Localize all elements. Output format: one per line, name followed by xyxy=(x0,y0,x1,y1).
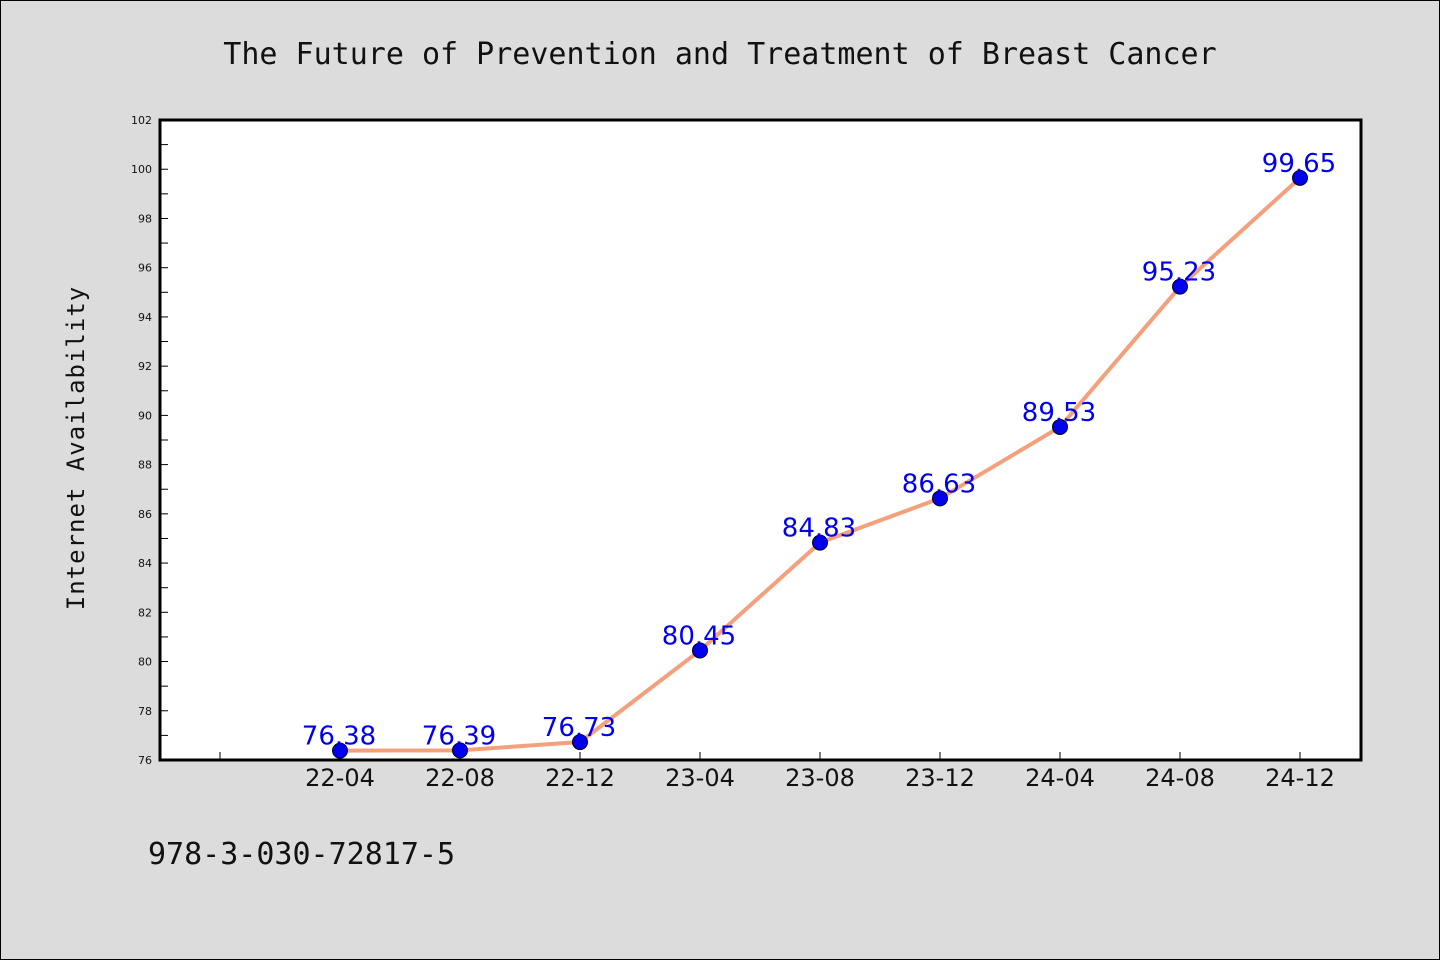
x-tick-label: 24-12 xyxy=(1265,764,1335,792)
x-axis-ticks: 22-04 22-08 22-12 23-04 23-08 23-12 24-04 24-08… xyxy=(219,752,1335,792)
x-tick-label: 23-04 xyxy=(665,764,735,792)
data-point-marker xyxy=(812,534,828,551)
x-tick-label: 23-12 xyxy=(905,764,975,792)
y-tick-label: 84 xyxy=(138,557,152,570)
y-tick-label: 76 xyxy=(138,754,152,767)
data-point-marker xyxy=(1052,418,1068,435)
x-tick-label: 24-04 xyxy=(1025,764,1095,792)
y-tick-label: 78 xyxy=(138,705,152,718)
data-label: 86.63 xyxy=(902,469,976,499)
y-tick-label: 92 xyxy=(138,360,152,373)
data-point-marker xyxy=(572,734,588,751)
y-tick-label: 96 xyxy=(138,262,152,275)
footnote-isbn: 978-3-030-72817-5 xyxy=(148,837,455,872)
data-label: 89.53 xyxy=(1022,398,1096,428)
y-tick-label: 86 xyxy=(138,508,152,521)
data-label: 99.65 xyxy=(1262,149,1336,179)
x-tick-label: 23-08 xyxy=(785,764,855,792)
x-tick-label: 22-08 xyxy=(425,764,495,792)
data-label: 84.83 xyxy=(782,514,856,544)
data-point-marker xyxy=(1172,278,1188,295)
series-line-group xyxy=(332,169,1308,759)
y-tick-label: 88 xyxy=(138,459,152,472)
data-label: 76.73 xyxy=(542,713,616,743)
y-tick-label: 90 xyxy=(138,409,152,422)
y-axis-label: Internet Availability xyxy=(62,286,90,610)
data-point-marker xyxy=(932,490,948,507)
y-tick-label: 100 xyxy=(131,163,152,176)
x-tick-label: 22-04 xyxy=(305,764,375,792)
y-tick-label: 102 xyxy=(131,114,152,127)
x-tick-label: 22-12 xyxy=(545,764,615,792)
data-label: 80.45 xyxy=(662,621,736,651)
data-label: 95.23 xyxy=(1142,258,1216,288)
data-point-marker xyxy=(332,742,348,759)
y-tick-label: 94 xyxy=(138,311,152,324)
data-label: 76.38 xyxy=(302,722,376,752)
y-tick-label: 80 xyxy=(138,656,152,669)
y-tick-label: 98 xyxy=(138,212,152,225)
y-tick-label: 82 xyxy=(138,606,152,619)
data-label: 76.39 xyxy=(422,721,496,751)
data-labels-group: 76.38 76.39 76.73 80.45 84.83 86.63 89.53 95.23… xyxy=(302,149,1336,752)
chart-title: The Future of Prevention and Treatment o… xyxy=(223,37,1216,72)
y-axis-ticks: 76 78 80 82 84 86 88 90 92 94 96 98 100 102 xyxy=(131,114,168,767)
data-point-marker xyxy=(692,642,708,659)
data-point-marker xyxy=(452,742,468,759)
x-tick-label: 24-08 xyxy=(1145,764,1215,792)
plot-area xyxy=(158,118,1363,762)
data-point-marker xyxy=(1292,169,1308,186)
